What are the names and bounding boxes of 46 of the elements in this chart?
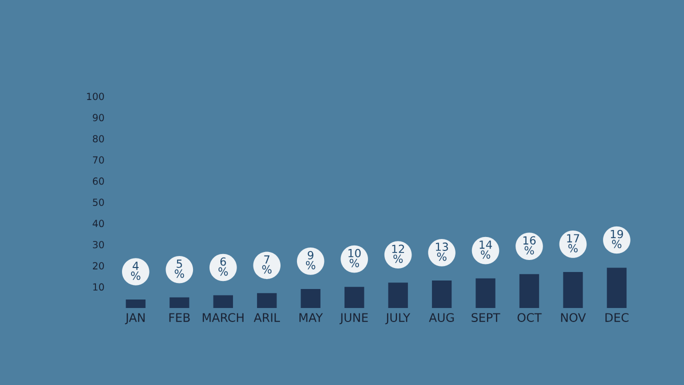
y-tick-label: 30 [92, 240, 104, 248]
y-tick-label: 90 [92, 114, 104, 122]
x-tick-label: JUNE [340, 313, 368, 324]
bar [476, 278, 496, 308]
x-tick-label: OCT [518, 313, 542, 322]
bar [432, 280, 452, 308]
bar [213, 295, 233, 308]
x-tick-label: JULY [385, 313, 410, 324]
bar [519, 274, 540, 308]
x-tick-label: ARIL [254, 313, 280, 322]
bar [563, 272, 583, 308]
bar [257, 293, 277, 308]
y-tick-label: 80 [92, 135, 104, 142]
bar [300, 288, 320, 308]
y-tick-label: 20 [92, 262, 104, 270]
data-label: 10 % [348, 248, 361, 268]
data-label: 17 % [567, 234, 580, 252]
x-tick-label: NOV [561, 313, 586, 322]
x-tick-label: JAN [124, 313, 145, 324]
x-tick-label: DEC [605, 313, 628, 322]
data-label: 4 % [131, 262, 140, 280]
data-label: 13 % [436, 242, 448, 261]
data-label: 6 % [218, 257, 228, 276]
data-label: 7 % [262, 255, 272, 274]
bar [344, 286, 364, 308]
y-tick-label: 40 [92, 220, 104, 228]
data-label: 14 % [480, 240, 492, 259]
data-label: 9 % [306, 251, 316, 270]
x-tick-label: AUG [428, 313, 454, 322]
x-tick-label: SEPT [472, 313, 500, 322]
x-tick-label: MAY [299, 313, 323, 322]
x-tick-label: FEB [169, 313, 190, 322]
bar [388, 282, 408, 308]
data-label: 19 % [610, 230, 624, 248]
data-label: 5 % [174, 260, 184, 278]
bar [170, 297, 190, 308]
bar [126, 300, 146, 308]
bar [606, 268, 627, 308]
y-tick-label: 50 [92, 198, 104, 206]
y-tick-label: 70 [93, 156, 104, 164]
y-tick-label: 10 [93, 283, 104, 291]
y-tick-label: 100 [87, 92, 104, 100]
y-tick-label: 60 [92, 177, 104, 185]
data-label: 12 % [392, 244, 404, 263]
data-label: 16 % [523, 236, 536, 255]
x-tick-label: MARCH [202, 313, 244, 322]
